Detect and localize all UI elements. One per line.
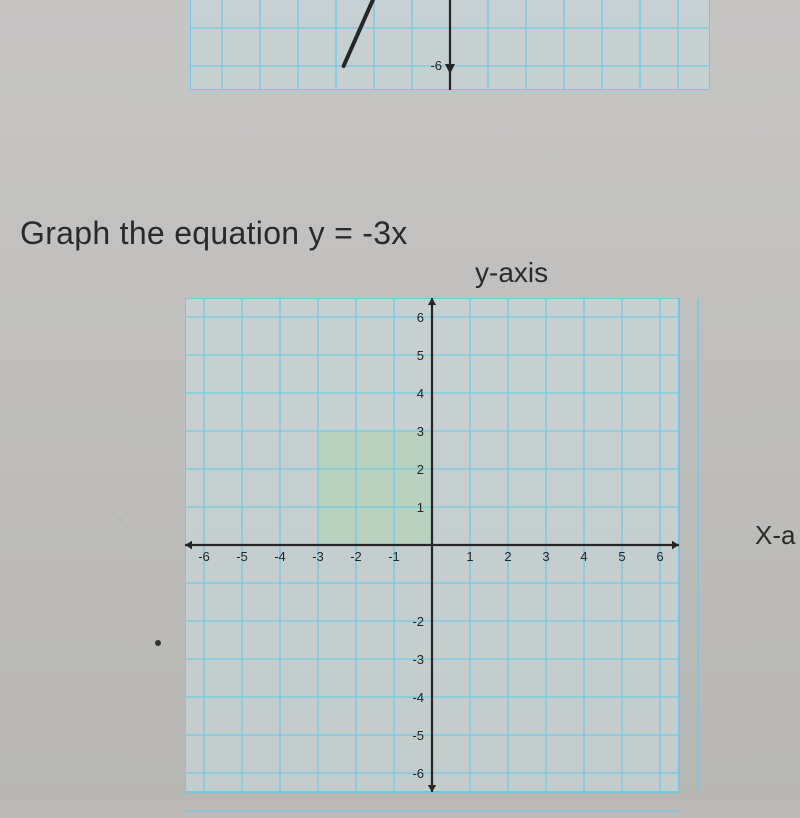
svg-text:4: 4 [580, 549, 587, 564]
svg-text:-5: -5 [412, 728, 424, 743]
y-axis-label: y-axis [475, 257, 548, 289]
svg-text:2: 2 [504, 549, 511, 564]
svg-text:-4: -4 [274, 549, 286, 564]
problem-title: Graph the equation y = -3x [20, 215, 408, 252]
svg-text:-3: -3 [412, 652, 424, 667]
svg-text:-6: -6 [198, 549, 210, 564]
svg-text:3: 3 [542, 549, 549, 564]
svg-text:6: 6 [656, 549, 663, 564]
svg-text:2: 2 [417, 462, 424, 477]
svg-text:5: 5 [417, 348, 424, 363]
main-chart: -6 -5 -4 -3 -2 -1 1 2 3 4 5 6 6 5 4 3 2 1 -2 -3 -4 -5 -6 [185, 298, 745, 818]
top-grid-svg: -6 [190, 0, 710, 90]
svg-text:5: 5 [618, 549, 625, 564]
svg-text:4: 4 [417, 386, 424, 401]
svg-text:1: 1 [466, 549, 473, 564]
top-chart-fragment: -6 [190, 0, 710, 95]
svg-text:3: 3 [417, 424, 424, 439]
svg-text:6: 6 [417, 310, 424, 325]
svg-text:-2: -2 [350, 549, 362, 564]
svg-text:-4: -4 [412, 690, 424, 705]
stray-dot [155, 640, 161, 646]
svg-text:-1: -1 [388, 549, 400, 564]
svg-text:-5: -5 [236, 549, 248, 564]
x-axis-label: X-a [755, 520, 795, 551]
svg-text:1: 1 [417, 500, 424, 515]
svg-text:-6: -6 [430, 58, 442, 73]
svg-text:-6: -6 [412, 766, 424, 781]
svg-text:-3: -3 [312, 549, 324, 564]
svg-text:-2: -2 [412, 614, 424, 629]
